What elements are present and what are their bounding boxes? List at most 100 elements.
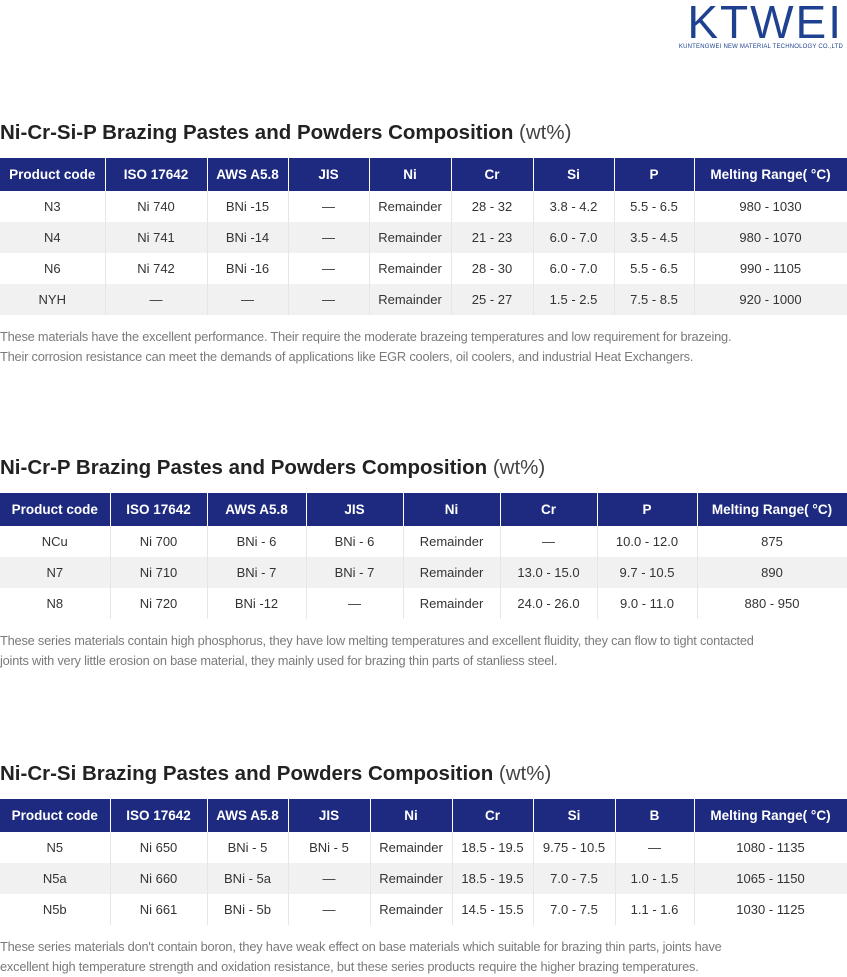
header-cell: JIS [306, 493, 404, 526]
table-cell: N4 [0, 222, 106, 253]
table-cell: BNi - 5 [207, 832, 289, 863]
table-cell: 990 - 1105 [694, 253, 847, 284]
header-cell: Cr [500, 493, 598, 526]
table-cell: Remainder [369, 284, 452, 315]
table-cell: Ni 660 [110, 863, 208, 894]
description: These series materials contain high phos… [0, 631, 847, 671]
table-row: N6 Ni 742 BNi -16— Remainder 28 - 30 6.0 - 7.… [0, 253, 847, 284]
table-cell: 25 - 27 [451, 284, 534, 315]
table-cell: 3.5 - 4.5 [614, 222, 695, 253]
table-cell: — [288, 894, 371, 925]
title-unit: (wt%) [519, 121, 572, 144]
table-cell: BNi - 6 [207, 526, 307, 557]
table-cell: 1065 - 1150 [694, 863, 847, 894]
table-cell: 10.0 - 12.0 [597, 526, 698, 557]
table-cell: N5 [0, 832, 111, 863]
table-row: N5a Ni 660 BNi - 5a — Remainder 18.5 - 19.5 7.… [0, 863, 847, 894]
composition-table: Product code ISO 17642 AWS A5.8 JIS Ni Cr P Mel… [0, 493, 847, 619]
table-cell: 5.5 - 6.5 [614, 191, 695, 222]
table-cell: 14.5 - 15.5 [452, 894, 534, 925]
table-cell: 24.0 - 26.0 [500, 588, 598, 619]
composition-table: Product code ISO 17642 AWS A5.8 JIS Ni Cr Si P M… [0, 158, 847, 315]
table-cell: Ni 700 [110, 526, 208, 557]
title-text: Ni-Cr-P Brazing Pastes and Powders Compo… [0, 456, 488, 479]
table-row: N4 Ni 741 BNi -14— Remainder 21 - 23 6.0 - 7.… [0, 222, 847, 253]
table-cell: N5b [0, 894, 111, 925]
table-cell: 1080 - 1135 [694, 832, 847, 863]
header-cell: JIS [288, 158, 370, 191]
table-row: N8 Ni 720 BNi -12— Remainder 24.0 - 26.0 9.0 … [0, 588, 847, 619]
table-cell: Ni 741 [105, 222, 208, 253]
table-cell: 9.7 - 10.5 [597, 557, 698, 588]
table-cell: — [500, 526, 598, 557]
table-row: N5 Ni 650 BNi - 5 BNi - 5 Remainder 18.5 - 19… [0, 832, 847, 863]
table-cell: 1.0 - 1.5 [615, 863, 695, 894]
header-cell: Ni [403, 493, 501, 526]
table-row: N7 Ni 710 BNi - 7 BNi - 7 Remainder 13.0 - 15… [0, 557, 847, 588]
table-cell: 3.8 - 4.2 [533, 191, 615, 222]
table-cell: Ni 661 [110, 894, 208, 925]
header-cell: AWS A5.8 [207, 799, 289, 832]
table-cell: 18.5 - 19.5 [452, 832, 534, 863]
table-cell: Remainder [403, 588, 501, 619]
header-cell: Melting Range( °C) [694, 158, 847, 191]
header-cell: Melting Range( °C) [694, 799, 847, 832]
table-cell: 21 - 23 [451, 222, 534, 253]
table-cell: BNi - 5a [207, 863, 289, 894]
header-cell: Product code [0, 158, 106, 191]
title-text: Ni-Cr-Si-P Brazing Pastes and Powders Co… [0, 121, 514, 144]
table-cell: 13.0 - 15.0 [500, 557, 598, 588]
table-cell: Remainder [369, 253, 452, 284]
table-cell: BNi - 7 [207, 557, 307, 588]
table-row: NCu Ni 700 BNi - 6 BNi - 6 Remainder —10.0 - … [0, 526, 847, 557]
header-row: Product code ISO 17642 AWS A5.8 JIS Ni Cr Si P M… [0, 158, 847, 191]
table-cell: — [288, 222, 370, 253]
header-cell: Ni [370, 799, 453, 832]
header-cell: Melting Range( °C) [697, 493, 847, 526]
description-line: These series materials contain high phos… [0, 633, 754, 648]
description-line: excellent high temperature strength and … [0, 959, 699, 974]
table-cell: Remainder [370, 832, 453, 863]
header-cell: Si [533, 158, 615, 191]
logo: KTWEI KUNTENGWEI NEW MATERIAL TECHNOLOGY… [653, 0, 843, 50]
description: These series materials don't contain bor… [0, 937, 847, 977]
header-cell: P [597, 493, 698, 526]
header-cell: Ni [369, 158, 452, 191]
table-cell: 7.0 - 7.5 [533, 863, 616, 894]
header-cell: Product code [0, 493, 111, 526]
table-row: N5b Ni 661 BNi - 5b — Remainder 14.5 - 15.5 7.… [0, 894, 847, 925]
table-cell: 7.0 - 7.5 [533, 894, 616, 925]
table-cell: BNi -15 [207, 191, 289, 222]
table-cell: Remainder [370, 863, 453, 894]
table-cell: — [207, 284, 289, 315]
table-cell: — [615, 832, 695, 863]
description-line: Their corrosion resistance can meet the … [0, 349, 694, 364]
table-row: NYH — — — Remainder 25 - 27 1.5 - 2.5 7.5 - 8.5… [0, 284, 847, 315]
section-title: Ni-Cr-Si Brazing Pastes and Powders Comp… [0, 759, 847, 789]
table-cell: — [288, 284, 370, 315]
table-cell: Remainder [403, 526, 501, 557]
table-cell: 9.0 - 11.0 [597, 588, 698, 619]
header-cell: ISO 17642 [110, 799, 208, 832]
header-cell: B [615, 799, 695, 832]
header-cell: ISO 17642 [110, 493, 208, 526]
title-text: Ni-Cr-Si Brazing Pastes and Powders Comp… [0, 762, 494, 785]
header-cell: Cr [451, 158, 534, 191]
table-cell: Ni 650 [110, 832, 208, 863]
table-cell: BNi - 5b [207, 894, 289, 925]
table-cell: N6 [0, 253, 106, 284]
table-cell: 920 - 1000 [694, 284, 847, 315]
table-cell: Remainder [369, 222, 452, 253]
table-cell: 5.5 - 6.5 [614, 253, 695, 284]
table-cell: 9.75 - 10.5 [533, 832, 616, 863]
table-cell: 1.5 - 2.5 [533, 284, 615, 315]
table-cell: N8 [0, 588, 111, 619]
logo-mark: KTWEI [687, 0, 843, 48]
table-cell: — [288, 253, 370, 284]
table-cell: 18.5 - 19.5 [452, 863, 534, 894]
header-cell: ISO 17642 [105, 158, 208, 191]
composition-table: Product code ISO 17642 AWS A5.8 JIS Ni Cr Si B M… [0, 799, 847, 925]
title-unit: (wt%) [498, 762, 552, 785]
description-line: joints with very little erosion on base … [0, 653, 558, 668]
header-cell: P [614, 158, 695, 191]
